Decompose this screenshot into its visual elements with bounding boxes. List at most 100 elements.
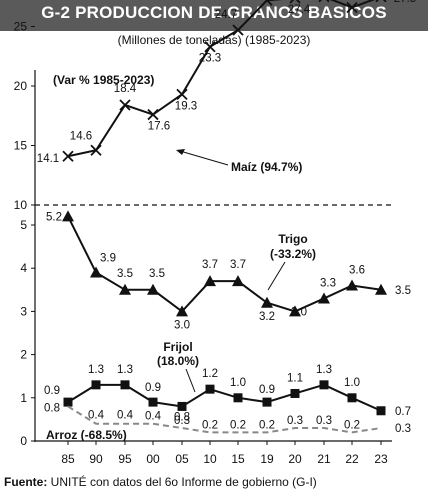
data-label-maiz: 27.5	[394, 0, 416, 5]
x-tick-label: 90	[89, 452, 103, 466]
data-point-maiz	[204, 41, 216, 53]
data-point-maiz	[176, 88, 188, 100]
x-tick-label: 95	[118, 452, 132, 466]
x-tick-label: 10	[203, 452, 217, 466]
data-label-trigo: 3.5	[395, 285, 411, 297]
x-tick-label: 20	[288, 452, 302, 466]
data-label-frijol: 0.9	[44, 385, 60, 397]
data-label-frijol: 1.2	[202, 368, 218, 380]
data-label-trigo: 3.7	[230, 259, 246, 271]
maiz-pointer-arrow	[176, 149, 185, 155]
data-point-frijol	[63, 397, 73, 407]
data-label-arroz: 0.2	[344, 419, 360, 431]
data-point-frijol	[148, 397, 158, 407]
data-point-frijol	[91, 380, 101, 390]
y-tick-label: 3	[20, 304, 27, 318]
series-line-trigo	[67, 215, 382, 313]
data-label-frijol: 0.8	[174, 411, 190, 423]
series-label-frijol: Frijol	[163, 340, 192, 354]
frijol-pointer-line	[185, 368, 196, 393]
data-label-arroz: 0.3	[395, 423, 411, 435]
data-label-arroz: 0.4	[145, 411, 162, 423]
data-label-trigo: 3.5	[149, 268, 165, 280]
x-tick-label: 05	[175, 452, 189, 466]
data-point-maiz	[90, 144, 102, 156]
data-label-frijol: 1.1	[287, 372, 303, 384]
data-point-maiz	[62, 150, 74, 162]
data-label-arroz: 0.3	[174, 415, 190, 427]
data-point-frijol	[233, 393, 243, 403]
x-tick-label: 00	[146, 452, 160, 466]
data-point-maiz	[147, 108, 159, 121]
data-label-frijol: 0.9	[259, 384, 275, 396]
series-line-frijol	[67, 383, 382, 412]
x-tick-label: 85	[61, 452, 75, 466]
source-label: Fuente:	[4, 475, 48, 489]
data-point-frijol	[376, 406, 386, 416]
data-point-frijol	[177, 401, 187, 411]
data-point-maiz	[261, 0, 273, 6]
data-label-frijol: 1.3	[316, 364, 332, 376]
data-label-frijol: 0.7	[395, 406, 411, 418]
data-point-trigo	[375, 283, 387, 295]
data-label-trigo: 5.2	[46, 211, 62, 223]
data-label-maiz: 14.6	[70, 130, 92, 142]
x-tick-label: 22	[345, 452, 359, 466]
data-point-trigo	[62, 210, 74, 222]
x-tick-label: 15	[231, 452, 245, 466]
data-label-trigo: 3.0	[291, 306, 307, 318]
data-point-maiz	[318, 0, 330, 3]
series-label-frijol-pct: (18.0%)	[157, 354, 199, 368]
y-tick-label: 25	[14, 20, 28, 34]
data-label-trigo: 3.2	[259, 311, 275, 323]
data-label-frijol: 1.0	[230, 377, 246, 389]
data-label-maiz: 19.3	[175, 100, 197, 112]
data-label-frijol: 1.3	[117, 364, 133, 376]
data-label-arroz: 0.4	[117, 410, 134, 422]
data-point-frijol	[347, 393, 357, 403]
data-label-maiz: 24.7	[215, 9, 237, 21]
source-text: UNITÉ con datos del 6o Informe de gobier…	[47, 475, 317, 489]
y-tick-label: 15	[14, 139, 28, 153]
data-point-frijol	[319, 380, 329, 390]
x-tick-label: 21	[317, 452, 331, 466]
var-note: (Var % 1985-2023)	[53, 73, 154, 87]
y-tick-label: 20	[14, 79, 28, 93]
series-label-arroz: Arroz (-68.5%)	[46, 428, 127, 442]
data-point-trigo	[147, 283, 159, 295]
data-point-trigo	[261, 296, 273, 308]
data-label-arroz: 0.2	[230, 419, 246, 431]
trigo-pointer-line	[267, 261, 286, 291]
data-label-frijol: 1.3	[88, 364, 104, 376]
data-point-trigo	[318, 292, 330, 304]
maiz-pointer-line	[179, 150, 229, 166]
source-note: Fuente: UNITÉ con datos del 6o Informe d…	[4, 475, 317, 489]
data-label-arroz: 0.8	[44, 402, 60, 414]
y-tick-label: 0	[20, 434, 27, 448]
y-tick-label: 1	[20, 391, 27, 405]
data-point-frijol	[290, 388, 300, 398]
data-label-frijol: 1.0	[344, 377, 360, 389]
series-label-trigo-pct: (-33.2%)	[270, 247, 316, 261]
data-point-maiz	[119, 99, 131, 111]
data-label-trigo: 3.3	[320, 277, 336, 289]
data-label-arroz: 0.2	[259, 419, 275, 431]
series-label-maiz: Maíz (94.7%)	[231, 160, 302, 174]
y-tick-label: 2	[20, 348, 27, 362]
series-line-maiz	[67, 0, 376, 158]
data-point-frijol	[120, 380, 130, 390]
data-point-trigo	[232, 275, 244, 287]
data-point-maiz	[232, 24, 244, 36]
x-tick-label: 23	[374, 452, 388, 466]
data-point-trigo	[346, 279, 358, 291]
data-label-trigo: 3.7	[202, 259, 218, 271]
chart-title: G-2 PRODUCCION DE GRANOS BASICOS	[41, 3, 387, 22]
data-label-maiz: 14.1	[37, 153, 59, 165]
data-label-arroz: 0.3	[287, 415, 303, 427]
data-label-maiz: 17.6	[148, 121, 170, 133]
data-point-maiz	[289, 0, 301, 4]
data-label-arroz: 0.4	[88, 410, 105, 422]
data-point-maiz	[375, 0, 387, 3]
data-point-maiz	[346, 1, 358, 14]
series-label-trigo: Trigo	[278, 232, 307, 246]
